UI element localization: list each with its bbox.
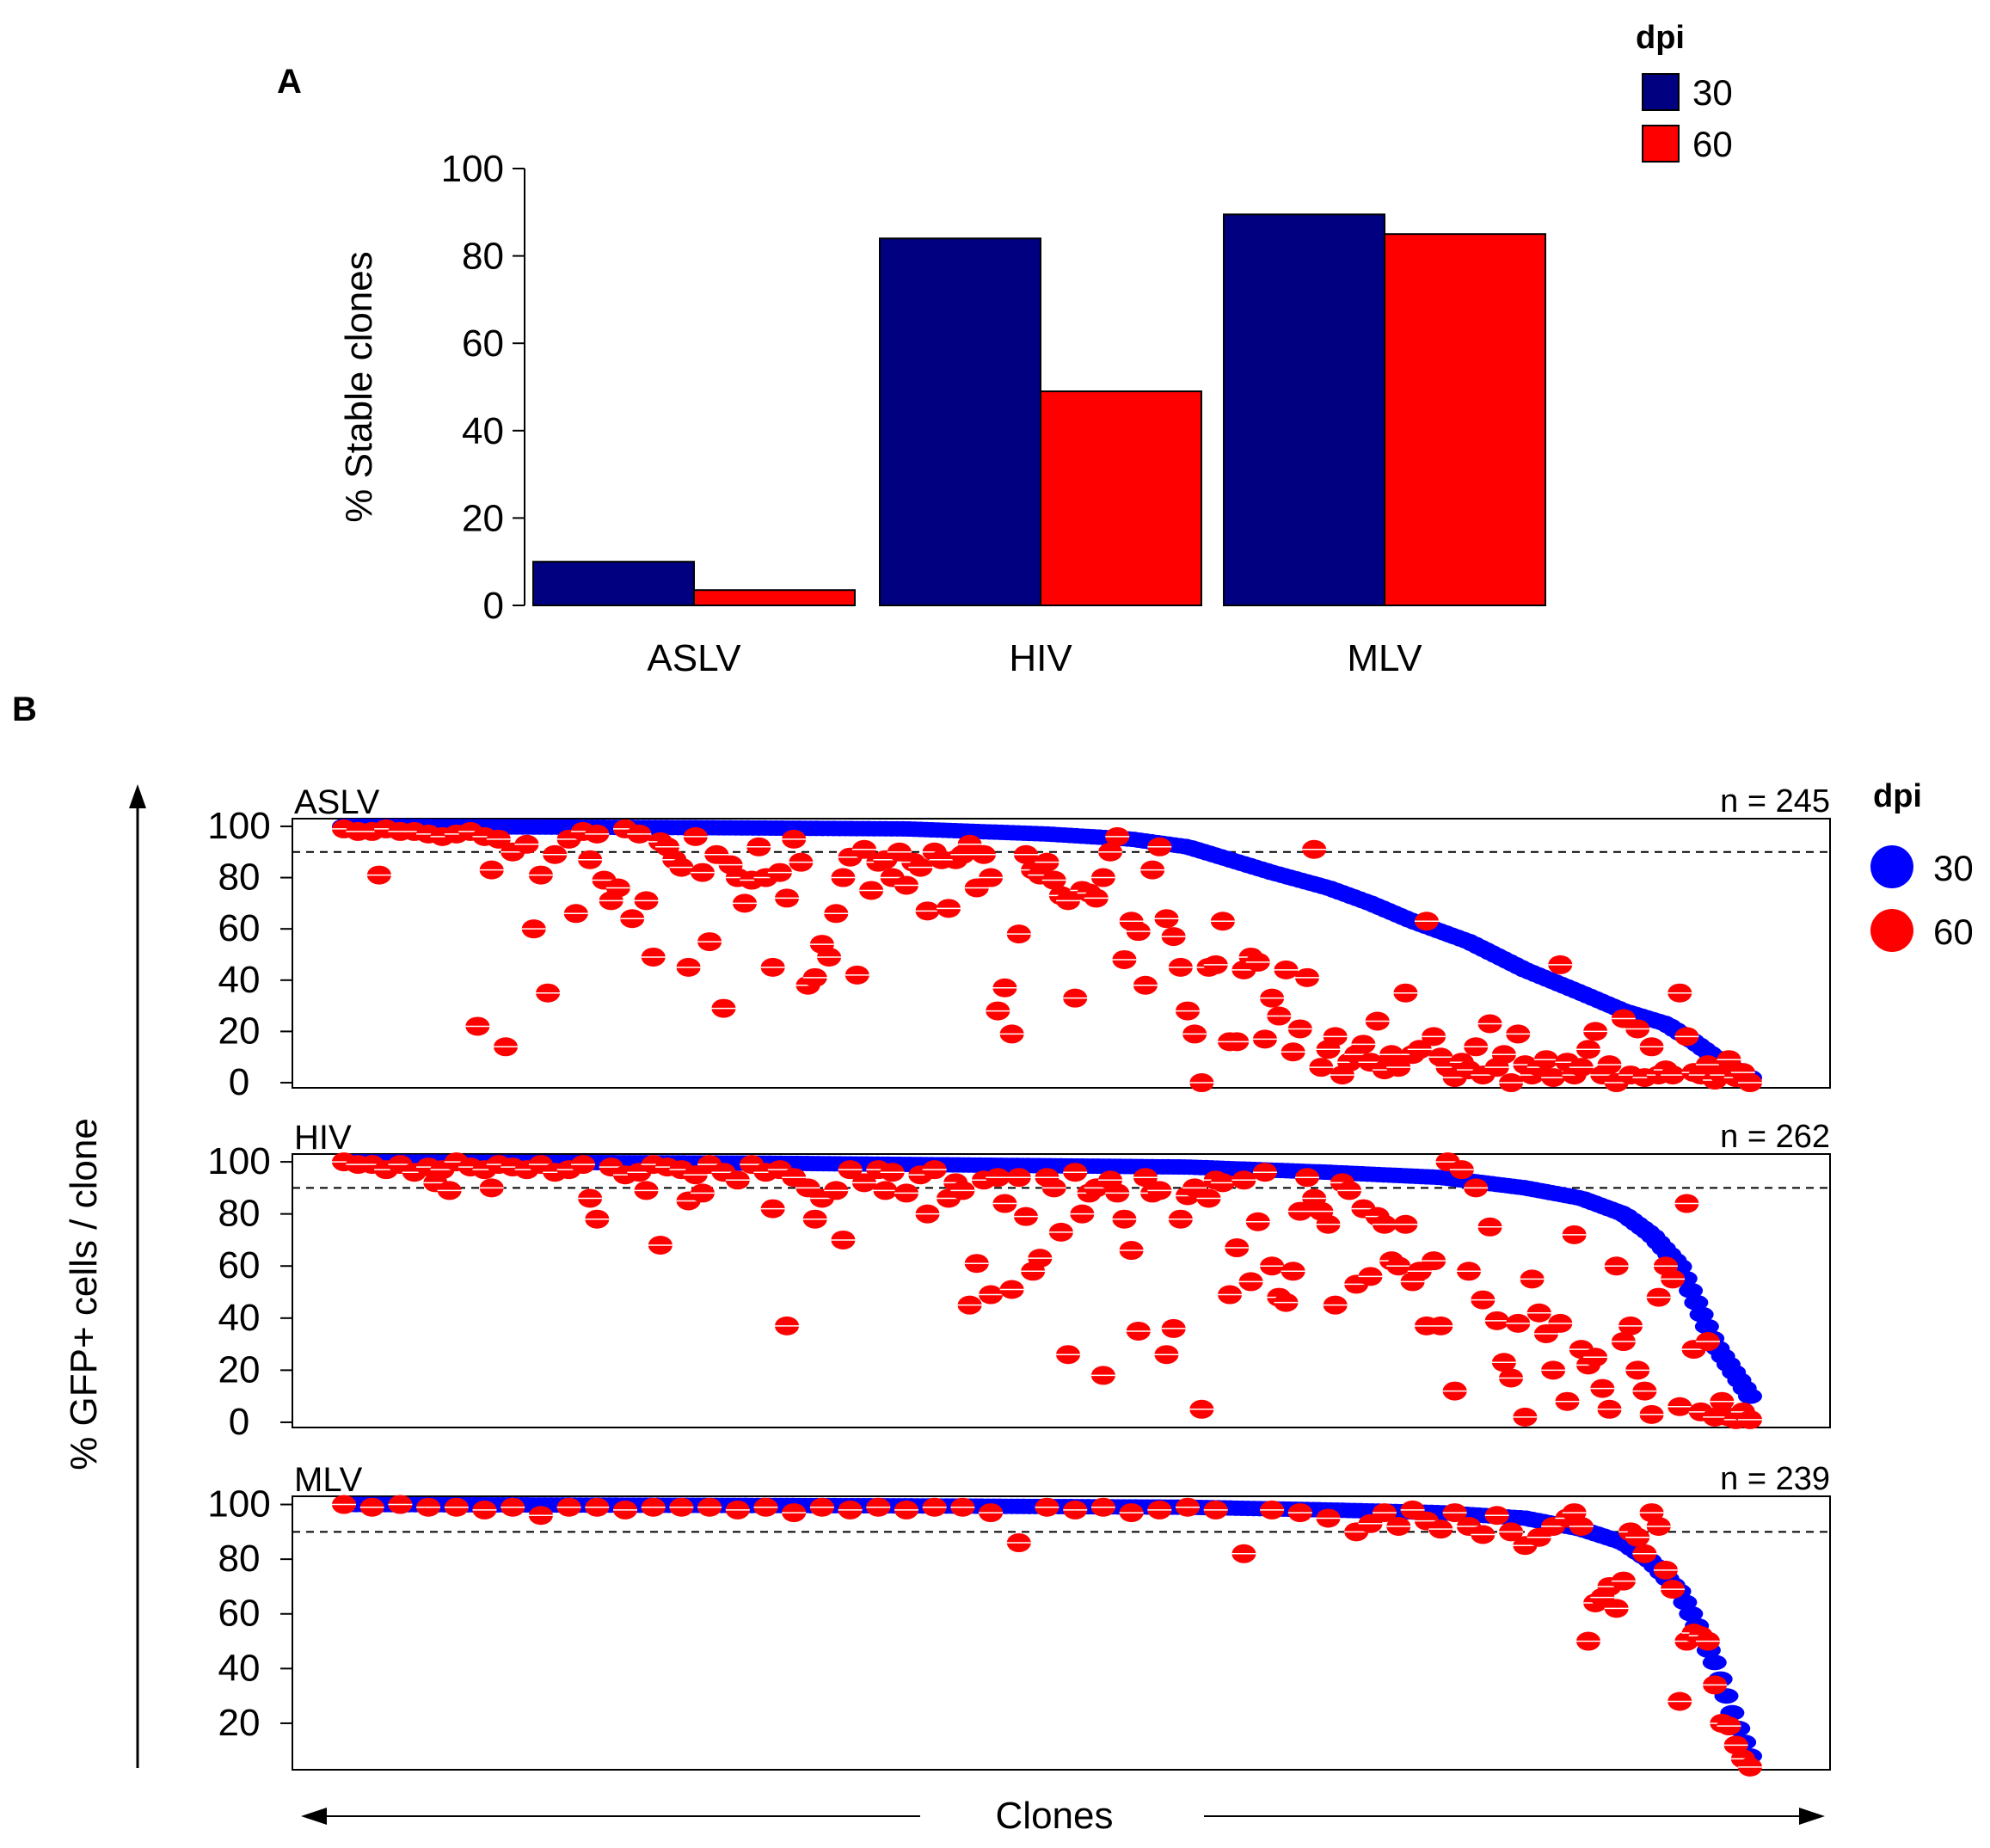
panel-b-label: B <box>12 691 37 728</box>
y-tick-label: 20 <box>462 497 504 539</box>
bar-aslv-dpi30 <box>532 561 695 607</box>
legend-swatch-dpi30 <box>1642 73 1680 111</box>
x-axis-arrow-left-head <box>301 1808 327 1825</box>
bar-chart-a: 0 20 40 60 80 100 % Stable clones ASLV HIV MLV dpi… <box>338 20 1733 679</box>
y-tick-label: 100 <box>207 805 270 847</box>
y-tick-label: 60 <box>462 322 504 365</box>
y-tick-label: 20 <box>218 1010 261 1052</box>
point-dpi30 <box>1684 1294 1709 1311</box>
bar-hiv-dpi30 <box>879 237 1041 606</box>
series-dpi60 <box>332 1152 1762 1429</box>
legend-swatch-dpi60 <box>1642 125 1680 163</box>
scatter-chart-b: % GFP+ cells / clone Clones 0 20 40 60 80 100 AS… <box>63 778 1974 1837</box>
y-tick-label: 40 <box>218 959 261 1001</box>
legend-label-dpi30: 30 <box>1692 72 1733 113</box>
panel-n-label: n = 262 <box>1720 1119 1830 1155</box>
panel-box <box>292 1153 1831 1428</box>
y-tick-label: 0 <box>229 1061 249 1103</box>
series-dpi60 <box>332 819 1762 1093</box>
y-tick-label: 40 <box>218 1297 261 1339</box>
point-dpi30 <box>1702 1655 1727 1671</box>
y-tick-label: 100 <box>441 148 504 190</box>
y-tick-label: 20 <box>218 1348 261 1391</box>
legend-label-dpi60: 60 <box>1933 912 1974 952</box>
y-tick-label: 60 <box>218 1593 261 1635</box>
panel-title: MLV <box>294 1461 363 1499</box>
panel-hiv: 0 20 40 60 80 100 HIV n = 262 <box>207 1119 1831 1443</box>
point-dpi30 <box>1738 1388 1762 1404</box>
y-axis-title: % GFP+ cells / clone <box>63 1118 105 1470</box>
panel-a-label: A <box>277 63 302 101</box>
x-axis-title: Clones <box>996 1795 1114 1837</box>
panel-n-label: n = 245 <box>1720 783 1830 820</box>
legend-title: dpi <box>1636 20 1685 56</box>
legend-dot-dpi60 <box>1870 909 1913 952</box>
y-tick-label: 100 <box>207 1483 270 1526</box>
y-tick-label: 80 <box>462 236 504 278</box>
y-tick-label: 40 <box>218 1647 261 1689</box>
panel-box <box>292 818 1831 1089</box>
y-axis-title: % Stable clones <box>338 251 380 523</box>
point-dpi30 <box>1694 1318 1719 1335</box>
legend-label-dpi60: 60 <box>1692 124 1733 164</box>
y-tick-label: 80 <box>218 1193 261 1235</box>
x-tick-label: MLV <box>1347 637 1422 679</box>
y-axis-arrow-head <box>129 784 146 808</box>
series-dpi60 <box>332 1495 1762 1777</box>
x-axis-arrow-right-head <box>1799 1808 1825 1825</box>
bar-hiv-dpi60 <box>1040 390 1202 606</box>
point-dpi30 <box>1689 1306 1714 1323</box>
legend-title: dpi <box>1873 778 1922 814</box>
y-tick-label: 80 <box>218 856 261 899</box>
x-tick-label: HIV <box>1009 637 1072 679</box>
panel-title: ASLV <box>294 783 380 821</box>
y-tick-label: 40 <box>462 410 504 452</box>
panel-title: HIV <box>294 1119 352 1157</box>
legend-dot-dpi30 <box>1870 845 1913 888</box>
panel-n-label: n = 239 <box>1720 1461 1830 1497</box>
point-dpi30 <box>1679 1282 1704 1299</box>
panel-aslv: 0 20 40 60 80 100 ASLV n = 245 <box>207 783 1831 1103</box>
bar-mlv-dpi60 <box>1384 233 1546 606</box>
legend-label-dpi30: 30 <box>1933 848 1974 888</box>
bar-mlv-dpi30 <box>1223 213 1385 606</box>
point-dpi30 <box>1679 1605 1704 1622</box>
panel-mlv: 20 40 60 80 100 MLV n = 239 <box>207 1461 1831 1777</box>
y-tick-label: 0 <box>483 585 504 627</box>
y-tick-label: 60 <box>218 1244 261 1286</box>
y-tick-label: 100 <box>207 1140 270 1182</box>
y-tick-label: 60 <box>218 907 261 949</box>
x-tick-label: ASLV <box>647 637 741 679</box>
y-tick-label: 0 <box>229 1401 249 1443</box>
bar-aslv-dpi60 <box>693 589 856 606</box>
y-tick-label: 80 <box>218 1538 261 1580</box>
panel-box <box>292 1495 1831 1771</box>
y-tick-label: 20 <box>218 1702 261 1744</box>
